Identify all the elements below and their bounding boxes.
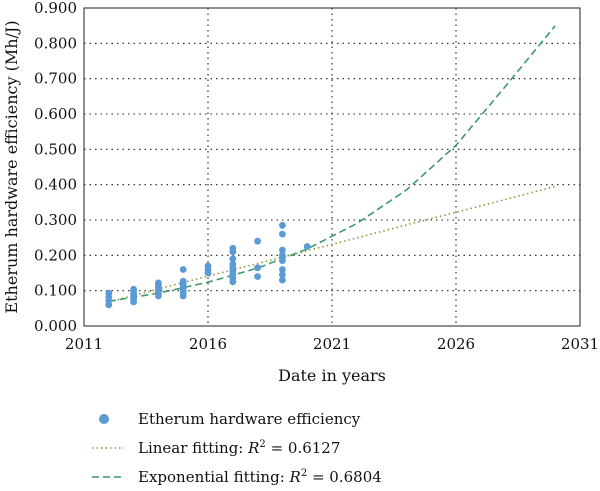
data-point — [179, 266, 187, 273]
data-point — [303, 243, 311, 250]
y-tick-label: 0.300 — [34, 211, 77, 229]
data-point — [254, 237, 261, 245]
x-axis-title: Date in years — [278, 366, 386, 385]
chart: 0.000 0.100 0.200 0.300 0.400 0.500 0.600 0.700… — [2, 0, 599, 385]
x-tick-label: 2031 — [561, 335, 599, 353]
scatter-marker-icon — [92, 412, 132, 426]
axis-ticks: 0.000 0.100 0.200 0.300 0.400 0.500 0.600 0.700… — [34, 0, 599, 353]
dotted-line-icon — [92, 441, 132, 455]
y-tick-label: 0.900 — [34, 0, 77, 17]
data-point — [279, 266, 286, 273]
y-tick-label: 0.500 — [34, 140, 77, 158]
linear-fit-line — [108, 185, 556, 303]
grid — [84, 8, 580, 326]
legend-item-scatter: Etherum hardware efficiency — [92, 404, 382, 433]
y-tick-label: 0.400 — [34, 176, 77, 194]
data-point — [254, 264, 261, 272]
y-tick-label: 0.000 — [34, 317, 77, 335]
legend-item-exponential: Exponential fitting: R2 = 0.6804 — [92, 462, 382, 491]
legend-label-linear: Linear fitting: R2 = 0.6127 — [138, 438, 341, 457]
data-point — [105, 289, 113, 297]
data-point — [279, 271, 286, 279]
data-point — [279, 251, 286, 259]
series — [105, 25, 556, 309]
y-tick-label: 0.600 — [34, 105, 77, 123]
exponential-fit-line — [108, 25, 556, 303]
data-point — [254, 273, 261, 280]
y-tick-label: 0.800 — [34, 34, 77, 52]
data-point — [229, 255, 237, 263]
y-tick-label: 0.200 — [34, 246, 77, 264]
data-point — [204, 262, 212, 270]
data-point — [130, 285, 138, 293]
data-point — [279, 257, 286, 264]
data-point — [155, 279, 162, 287]
y-axis-title: Etherum hardware efficiency (Mh/J) — [2, 20, 21, 313]
y-tick-label: 0.700 — [34, 70, 77, 88]
legend-item-linear: Linear fitting: R2 = 0.6127 — [92, 433, 382, 462]
series-0 — [105, 221, 311, 309]
data-point — [279, 230, 286, 238]
data-point — [179, 277, 187, 285]
legend-label-exponential: Exponential fitting: R2 = 0.6804 — [138, 467, 382, 486]
series-2 — [108, 25, 556, 303]
y-tick-label: 0.100 — [34, 282, 77, 300]
series-1 — [108, 185, 556, 303]
data-point — [229, 244, 237, 252]
data-point — [279, 246, 286, 254]
data-point — [279, 276, 286, 284]
x-tick-label: 2021 — [313, 335, 351, 353]
legend: Etherum hardware efficiency Linear fitti… — [92, 404, 382, 491]
data-point — [229, 260, 237, 268]
legend-label-scatter: Etherum hardware efficiency — [138, 409, 361, 428]
x-tick-label: 2011 — [65, 335, 103, 353]
data-point — [279, 221, 286, 229]
dashed-line-icon — [92, 470, 132, 484]
x-tick-label: 2016 — [189, 335, 227, 353]
x-tick-label: 2026 — [437, 335, 475, 353]
plot-frame — [83, 7, 581, 327]
